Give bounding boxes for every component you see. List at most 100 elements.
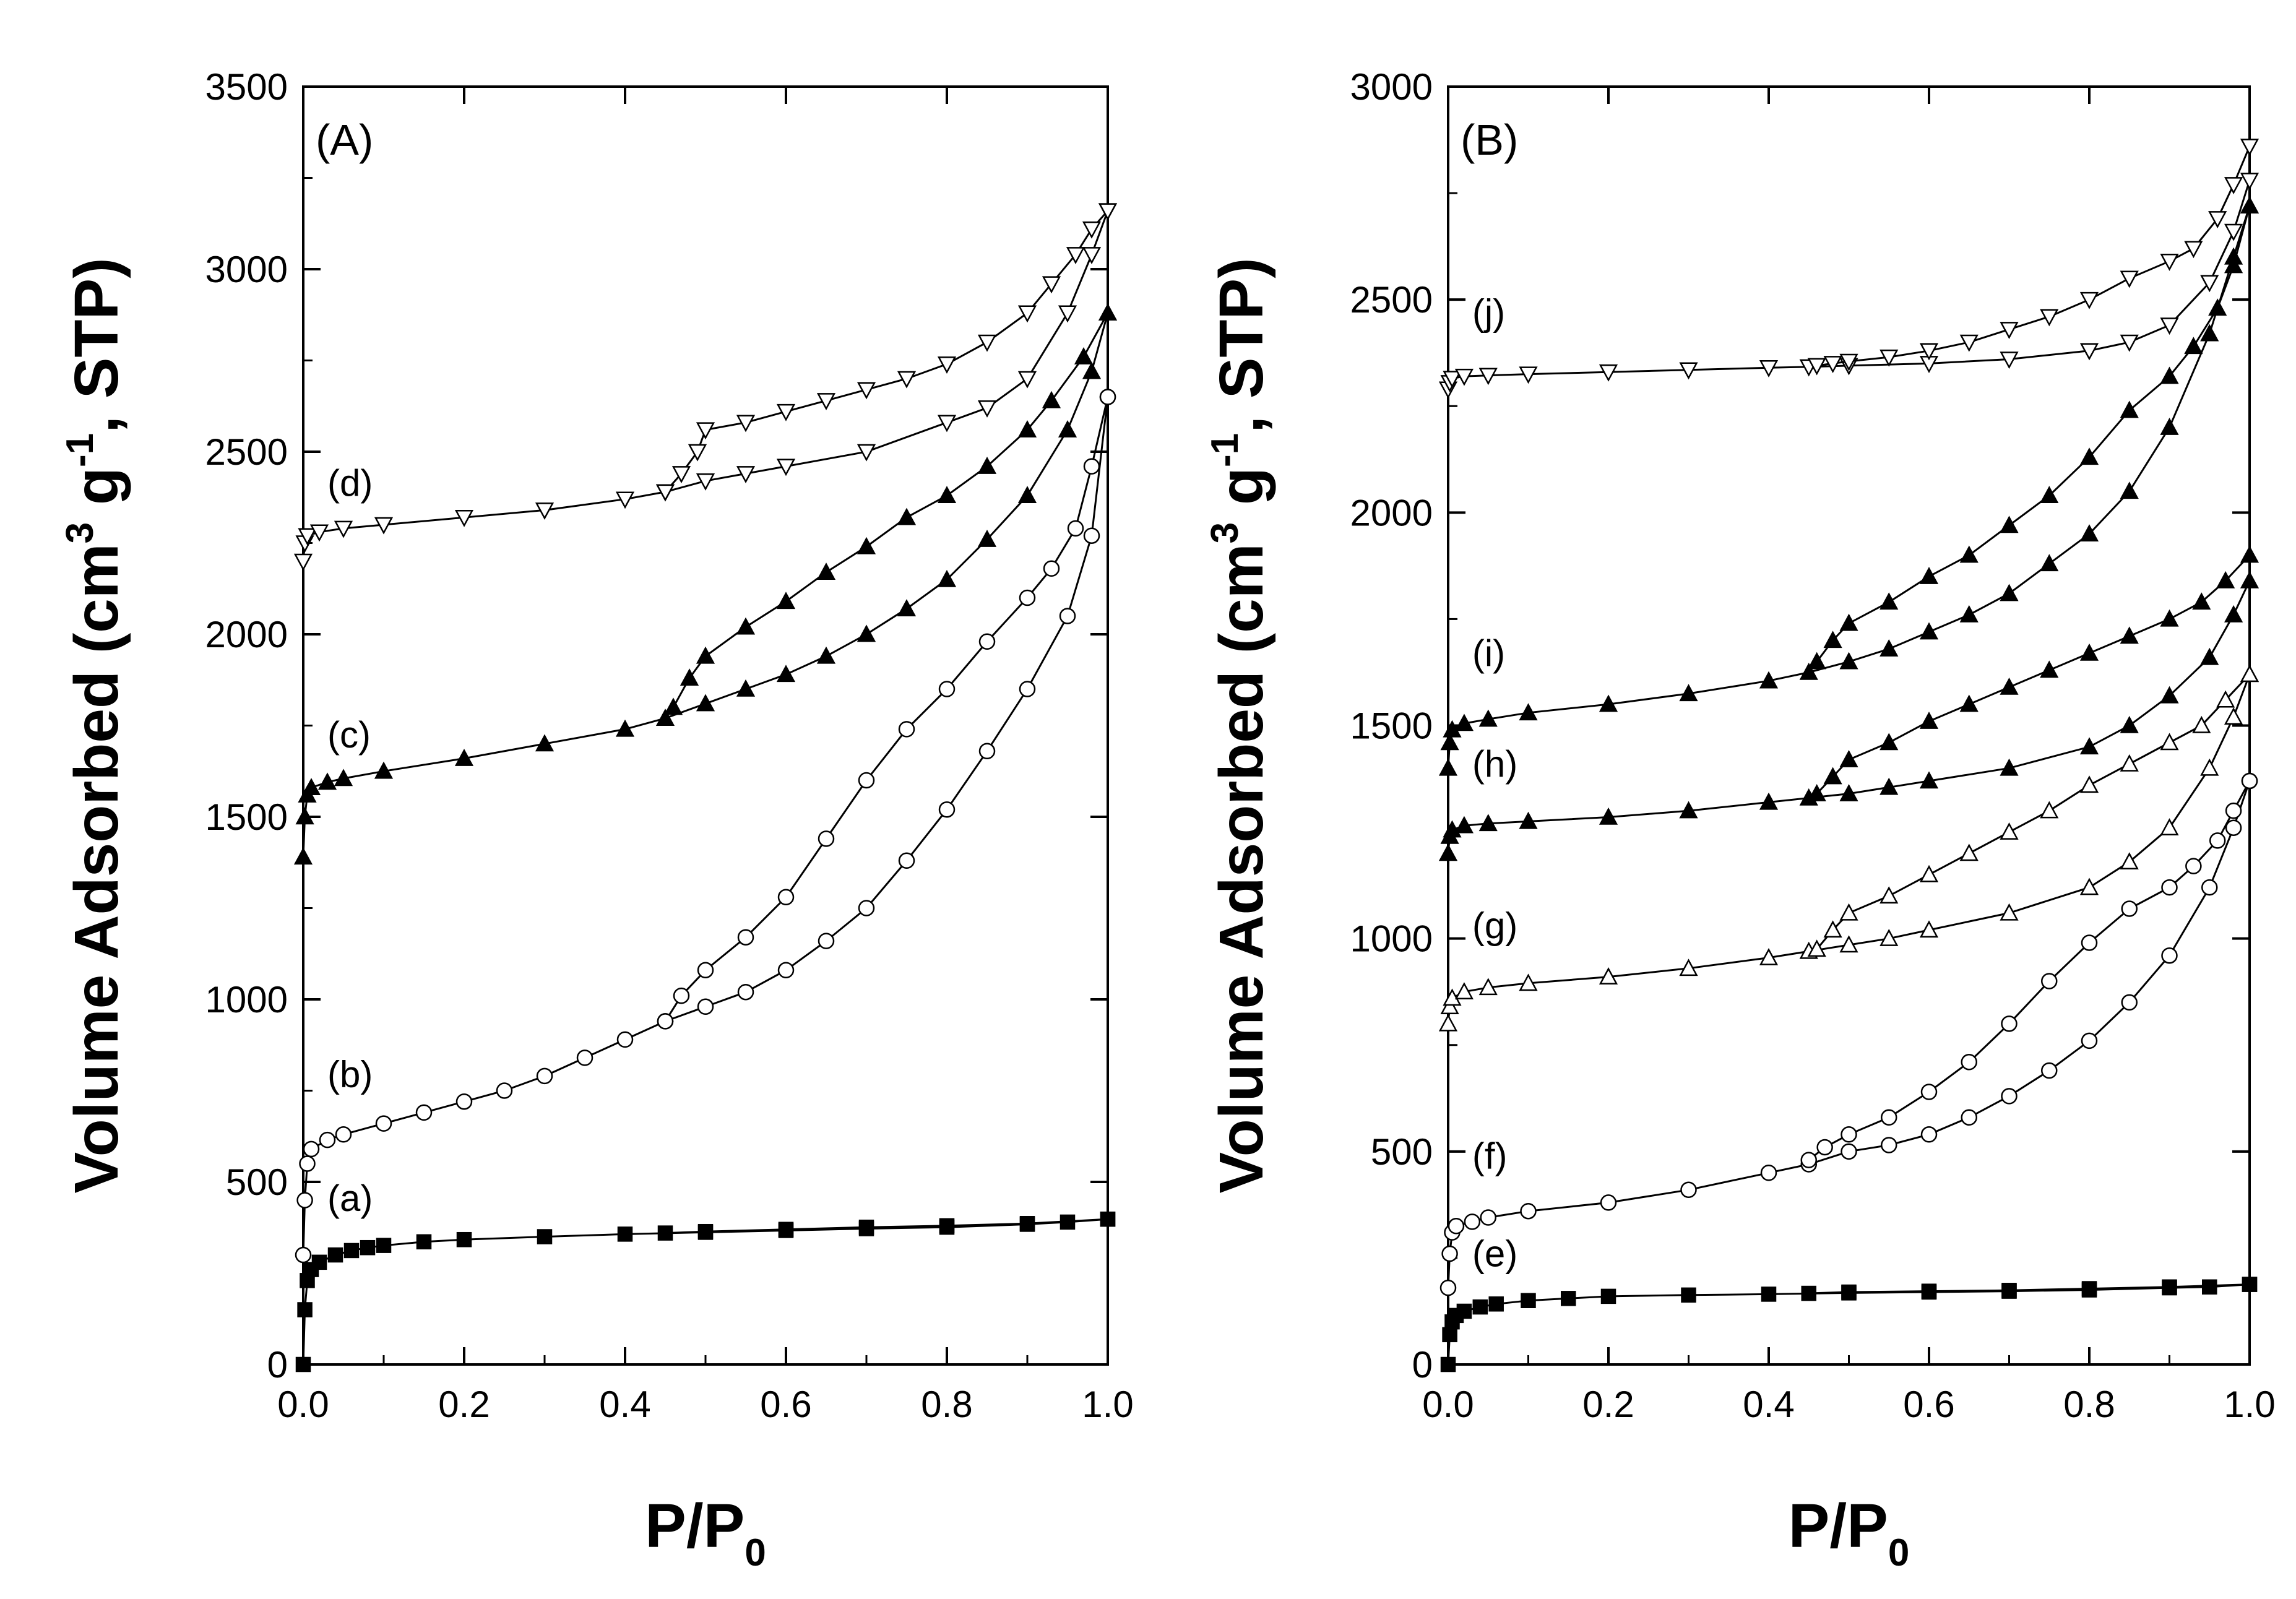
y-axis-title-main: Volume Adsorbed (cm — [1207, 543, 1276, 1193]
adsorption-point — [977, 529, 997, 547]
series-i: (i) — [1438, 196, 2259, 776]
y-tick-label: 0 — [1412, 1344, 1433, 1386]
adsorption-point — [2000, 758, 2019, 776]
x-tick-label: 0.8 — [2063, 1384, 2115, 1425]
adsorption-point — [374, 517, 394, 535]
desorption-point — [1100, 1211, 1116, 1227]
adsorption-point — [293, 847, 313, 865]
desorption-point — [2040, 309, 2059, 327]
adsorption-point — [375, 1115, 392, 1132]
x-tick-label: 0.8 — [921, 1384, 972, 1425]
series-label: (b) — [327, 1054, 373, 1095]
adsorption-point — [301, 778, 321, 796]
desorption-point — [937, 356, 957, 374]
adsorption-point — [456, 1231, 472, 1248]
plot-frame — [302, 85, 1109, 1366]
desorption-point — [2120, 400, 2139, 418]
series-label: (i) — [1472, 632, 1505, 674]
desorption-point — [2162, 1279, 2177, 1295]
adsorption-point — [1599, 694, 1618, 712]
adsorption-point — [2224, 605, 2243, 623]
desorption-point — [697, 1223, 714, 1239]
desorption-point — [737, 929, 754, 946]
adsorption-point — [696, 473, 715, 491]
desorption-point — [1019, 1216, 1035, 1231]
adsorption-point — [1679, 684, 1698, 702]
panel-label: (B) — [1461, 116, 1518, 164]
desorption-point — [1017, 305, 1037, 323]
adsorption-point — [1478, 978, 1498, 996]
adsorption-point — [2040, 554, 2059, 572]
desorption-point — [939, 1218, 955, 1234]
desorption-point — [1959, 545, 1979, 563]
desorption-point — [898, 721, 915, 738]
desorption-point — [816, 393, 836, 411]
desorption-point — [1067, 520, 1084, 537]
desorption-point — [2079, 447, 2099, 465]
y-tick-label: 1500 — [205, 796, 288, 838]
desorption-point — [2192, 592, 2211, 610]
series-label: (j) — [1472, 291, 1505, 333]
adsorption-point — [2202, 1279, 2217, 1295]
desorption-point — [696, 422, 715, 440]
desorption-point — [977, 334, 997, 352]
adsorption-point — [938, 801, 956, 818]
adsorption-point — [776, 665, 796, 683]
adsorption-point — [2079, 877, 2099, 895]
adsorption-point — [496, 1082, 513, 1099]
adsorption-point — [416, 1234, 432, 1250]
desorption-point — [1881, 1109, 1897, 1126]
y-axis-title-sup1: 3 — [1204, 522, 1246, 543]
desorption-point — [696, 646, 715, 664]
adsorption-point — [1561, 1291, 1576, 1306]
adsorption-point — [1681, 1287, 1696, 1303]
desorption-point — [1880, 886, 1899, 904]
series-label: (d) — [327, 462, 373, 504]
desorption-point — [657, 1225, 673, 1241]
desorption-point — [1816, 1139, 1833, 1156]
adsorption-point — [2224, 223, 2243, 241]
adsorption-point — [2225, 819, 2242, 836]
y-tick-label: 3000 — [1350, 66, 1433, 108]
desorption-point — [1823, 631, 1842, 649]
desorption-point — [858, 772, 875, 789]
adsorption-point — [1881, 1137, 1897, 1153]
desorption-point — [2041, 973, 2058, 989]
desorption-point — [2160, 733, 2179, 751]
desorption-point — [2120, 754, 2139, 772]
desorption-point — [1839, 903, 1858, 921]
adsorption-point — [2079, 737, 2099, 755]
adsorption-point — [2200, 275, 2219, 293]
desorption-point — [2184, 241, 2203, 259]
adsorption-point — [1759, 792, 1779, 810]
x-tick-label: 0.4 — [599, 1384, 650, 1425]
desorption-point — [1839, 613, 1858, 631]
desorption-point — [2209, 832, 2226, 849]
adsorption-point — [937, 569, 957, 587]
adsorption-point — [1600, 1194, 1617, 1211]
adsorption-point — [1456, 1303, 1472, 1319]
adsorption-point — [334, 520, 353, 538]
desorption-point — [2161, 879, 2178, 896]
desorption-point — [1800, 1152, 1817, 1168]
desorption-point — [1841, 1284, 1857, 1300]
adsorption-point — [576, 1049, 593, 1066]
x-tick-label: 0.0 — [277, 1384, 329, 1425]
desorption-line — [664, 397, 1109, 1022]
desorption-point — [2216, 571, 2235, 588]
desorption-point — [2081, 934, 2098, 951]
desorption-point — [1959, 843, 1979, 861]
adsorption-point — [1959, 605, 1979, 623]
adsorption-point — [535, 502, 555, 520]
adsorption-point — [1019, 681, 1036, 697]
desorption-line — [672, 312, 1109, 708]
y-axis-title-end: , STP) — [62, 257, 131, 433]
desorption-point — [2160, 609, 2179, 627]
adsorption-point — [978, 743, 996, 760]
desorption-point — [2192, 715, 2211, 733]
desorption-point — [1959, 694, 1979, 712]
adsorption-point — [615, 491, 635, 509]
adsorption-line — [1447, 205, 2251, 769]
adsorption-point — [2160, 418, 2179, 435]
x-tick-label: 1.0 — [1082, 1384, 1133, 1425]
